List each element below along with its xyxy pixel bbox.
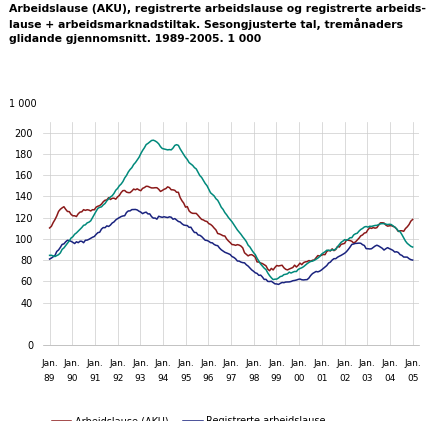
Text: 97: 97 xyxy=(226,374,237,383)
Registrerte arbeidslause xyxy=(231,255,236,260)
Text: Arbeidslause (AKU), registrerte arbeidslause og registrerte arbeids-
lause + arb: Arbeidslause (AKU), registrerte arbeidsl… xyxy=(9,4,425,43)
Text: 1 000: 1 000 xyxy=(9,99,36,109)
Text: 99: 99 xyxy=(271,374,282,383)
Registrerte arbeidslause xyxy=(133,207,138,212)
Text: 90: 90 xyxy=(66,374,78,383)
Registrerte arbeidslause xyxy=(86,237,92,242)
Text: Jan.: Jan. xyxy=(245,359,262,368)
Arbeidslause (AKU) xyxy=(238,243,244,248)
Text: Jan.: Jan. xyxy=(177,359,194,368)
Text: 05: 05 xyxy=(407,374,419,383)
Arbeidslause (AKU) xyxy=(47,225,52,230)
Text: 91: 91 xyxy=(89,374,101,383)
Text: 04: 04 xyxy=(384,374,395,383)
Line: Arbeidslause (AKU): Arbeidslause (AKU) xyxy=(50,186,413,271)
Text: Jan.: Jan. xyxy=(109,359,126,368)
Text: Jan.: Jan. xyxy=(336,359,353,368)
Registrerte arbeidslause + tiltak xyxy=(410,245,415,250)
Line: Registrerte arbeidslause + tiltak: Registrerte arbeidslause + tiltak xyxy=(50,140,413,280)
Text: 03: 03 xyxy=(362,374,373,383)
Registrerte arbeidslause + tiltak xyxy=(47,253,52,258)
Registrerte arbeidslause + tiltak xyxy=(86,220,92,225)
Text: Jan.: Jan. xyxy=(291,359,308,368)
Registrerte arbeidslause xyxy=(276,282,281,287)
Arbeidslause (AKU) xyxy=(410,217,415,222)
Text: Jan.: Jan. xyxy=(313,359,330,368)
Arbeidslause (AKU) xyxy=(231,242,236,247)
Registrerte arbeidslause xyxy=(108,223,113,228)
Text: Jan.: Jan. xyxy=(86,359,103,368)
Registrerte arbeidslause xyxy=(146,211,151,216)
Registrerte arbeidslause + tiltak xyxy=(108,195,113,200)
Text: Jan.: Jan. xyxy=(41,359,58,368)
Text: 92: 92 xyxy=(112,374,123,383)
Text: 94: 94 xyxy=(158,374,169,383)
Text: Jan.: Jan. xyxy=(155,359,172,368)
Text: Jan.: Jan. xyxy=(359,359,376,368)
Arbeidslause (AKU) xyxy=(108,197,113,202)
Text: 95: 95 xyxy=(180,374,191,383)
Registrerte arbeidslause xyxy=(319,267,324,272)
Text: 89: 89 xyxy=(44,374,55,383)
Text: Jan.: Jan. xyxy=(382,359,398,368)
Text: Jan.: Jan. xyxy=(268,359,285,368)
Registrerte arbeidslause + tiltak xyxy=(270,277,276,282)
Text: Jan.: Jan. xyxy=(404,359,421,368)
Arbeidslause (AKU) xyxy=(146,184,151,189)
Text: Jan.: Jan. xyxy=(132,359,149,368)
Line: Registrerte arbeidslause: Registrerte arbeidslause xyxy=(50,210,413,285)
Text: 00: 00 xyxy=(294,374,305,383)
Arbeidslause (AKU) xyxy=(86,208,92,213)
Registrerte arbeidslause + tiltak xyxy=(151,138,156,143)
Registrerte arbeidslause + tiltak xyxy=(238,232,244,237)
Text: 01: 01 xyxy=(316,374,327,383)
Registrerte arbeidslause xyxy=(410,258,415,263)
Registrerte arbeidslause + tiltak xyxy=(231,222,236,227)
Registrerte arbeidslause + tiltak xyxy=(319,252,324,257)
Text: 02: 02 xyxy=(339,374,350,383)
Text: 93: 93 xyxy=(135,374,146,383)
Arbeidslause (AKU) xyxy=(144,184,149,189)
Text: Jan.: Jan. xyxy=(223,359,240,368)
Arbeidslause (AKU) xyxy=(319,253,324,258)
Text: Jan.: Jan. xyxy=(200,359,217,368)
Text: 96: 96 xyxy=(203,374,214,383)
Registrerte arbeidslause xyxy=(238,260,244,265)
Text: Jan.: Jan. xyxy=(64,359,80,368)
Registrerte arbeidslause xyxy=(47,256,52,261)
Arbeidslause (AKU) xyxy=(267,268,272,273)
Text: 98: 98 xyxy=(248,374,259,383)
Registrerte arbeidslause + tiltak xyxy=(144,142,149,147)
